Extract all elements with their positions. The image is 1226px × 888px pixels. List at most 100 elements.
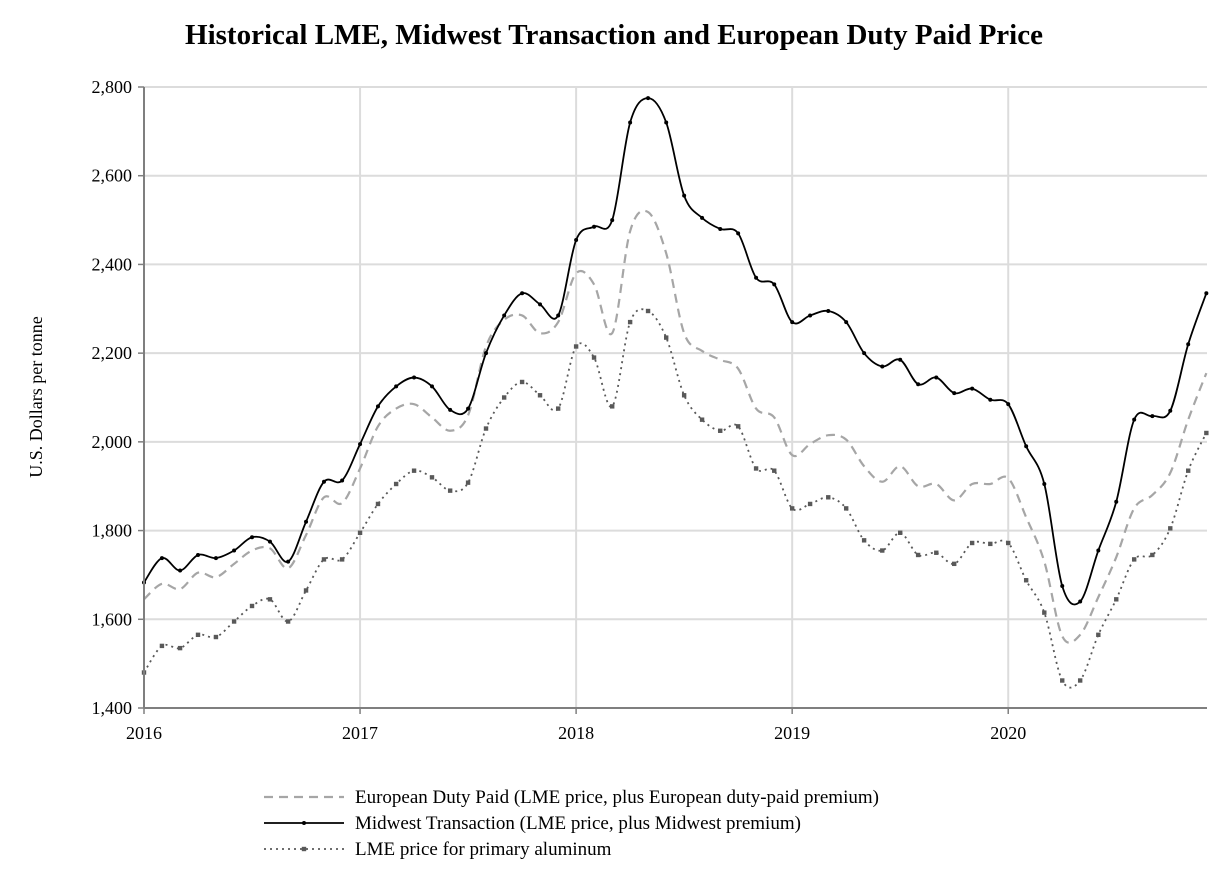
y-tick-label: 2,800 <box>92 77 133 97</box>
data-point <box>250 535 255 540</box>
data-point <box>699 417 705 422</box>
data-point <box>555 406 561 411</box>
y-tick-label: 1,800 <box>92 521 133 541</box>
series-midwest-transaction <box>142 96 1209 606</box>
data-point <box>502 313 507 318</box>
data-point <box>573 344 579 349</box>
series-lme-price <box>141 308 1209 689</box>
data-point <box>609 404 615 409</box>
data-point <box>1186 468 1191 473</box>
data-point <box>753 466 759 471</box>
data-point <box>880 364 885 369</box>
data-point <box>916 382 921 387</box>
data-point <box>736 231 741 236</box>
legend-label: LME price for primary aluminum <box>355 839 612 860</box>
data-point <box>735 424 741 429</box>
data-point <box>393 481 399 487</box>
data-point <box>969 540 975 546</box>
data-point <box>826 309 831 314</box>
data-point <box>898 357 903 362</box>
data-point <box>880 548 885 553</box>
data-point <box>988 397 993 402</box>
y-tick-label: 1,600 <box>92 609 133 629</box>
data-point <box>447 488 453 493</box>
data-point <box>682 193 687 198</box>
data-point <box>304 519 309 524</box>
data-point <box>196 552 201 557</box>
data-point <box>664 335 669 340</box>
data-point <box>375 404 380 409</box>
data-point <box>537 393 543 398</box>
y-tick-label: 1,400 <box>92 698 133 718</box>
data-point <box>231 619 237 624</box>
legend-marker <box>302 821 306 825</box>
x-tick-label: 2017 <box>342 723 378 743</box>
data-point <box>412 375 417 380</box>
data-point <box>195 632 201 638</box>
data-point <box>1077 678 1083 683</box>
data-point <box>1042 481 1047 486</box>
legend-item-lme-price: LME price for primary aluminum <box>264 839 612 860</box>
data-point <box>826 495 831 500</box>
data-point <box>718 428 723 433</box>
data-point <box>610 218 615 223</box>
data-point <box>915 552 921 558</box>
data-point <box>177 645 183 651</box>
data-point <box>1150 414 1155 419</box>
data-point <box>159 643 165 649</box>
data-point <box>862 351 867 356</box>
data-point <box>178 568 183 573</box>
tick-labels: 1,400 1,600 1,800 2,000 2,200 2,400 2,600 2,800… <box>92 77 1027 743</box>
y-tick-label: 2,400 <box>92 254 133 274</box>
data-point <box>591 355 597 360</box>
data-point <box>321 479 326 484</box>
data-point <box>213 556 218 561</box>
data-point <box>897 530 903 535</box>
x-tick-label: 2020 <box>990 723 1026 743</box>
data-point <box>934 375 939 380</box>
data-point <box>520 291 525 296</box>
legend-label: Midwest Transaction (LME price, plus Mid… <box>355 813 801 834</box>
data-point <box>430 384 435 389</box>
legend: European Duty Paid (LME price, plus Euro… <box>264 787 879 860</box>
data-point <box>340 478 345 483</box>
data-point <box>789 506 795 511</box>
data-point <box>339 557 345 562</box>
data-point <box>1132 417 1137 422</box>
data-point <box>952 391 957 396</box>
data-point <box>267 539 272 544</box>
x-tick-label: 2018 <box>558 723 594 743</box>
data-point <box>357 530 363 535</box>
y-tick-label: 2,200 <box>92 343 133 363</box>
data-point <box>952 561 957 567</box>
data-point <box>574 238 579 243</box>
data-point <box>303 588 309 593</box>
data-point <box>321 557 327 562</box>
legend-label: European Duty Paid (LME price, plus Euro… <box>355 787 879 808</box>
data-point <box>808 313 813 318</box>
data-point <box>538 302 543 307</box>
data-point <box>465 480 471 485</box>
axes <box>138 86 1207 714</box>
y-axis-title: U.S. Dollars per tonne <box>26 316 46 477</box>
data-point <box>934 550 939 555</box>
series-layer <box>141 96 1209 689</box>
data-point <box>1006 540 1011 546</box>
data-point <box>628 120 633 125</box>
data-point <box>1024 444 1029 449</box>
data-point <box>718 226 723 231</box>
data-point <box>286 559 291 564</box>
data-point <box>1096 548 1101 553</box>
data-point <box>448 407 453 412</box>
data-point <box>1023 578 1029 583</box>
data-point <box>1150 552 1155 558</box>
data-point <box>700 215 705 220</box>
x-tick-label: 2019 <box>774 723 810 743</box>
data-point <box>645 308 651 314</box>
data-point <box>232 548 237 553</box>
y-tick-label: 2,000 <box>92 432 133 452</box>
data-point <box>1168 408 1173 413</box>
data-point <box>754 275 759 280</box>
data-point <box>1204 291 1209 296</box>
